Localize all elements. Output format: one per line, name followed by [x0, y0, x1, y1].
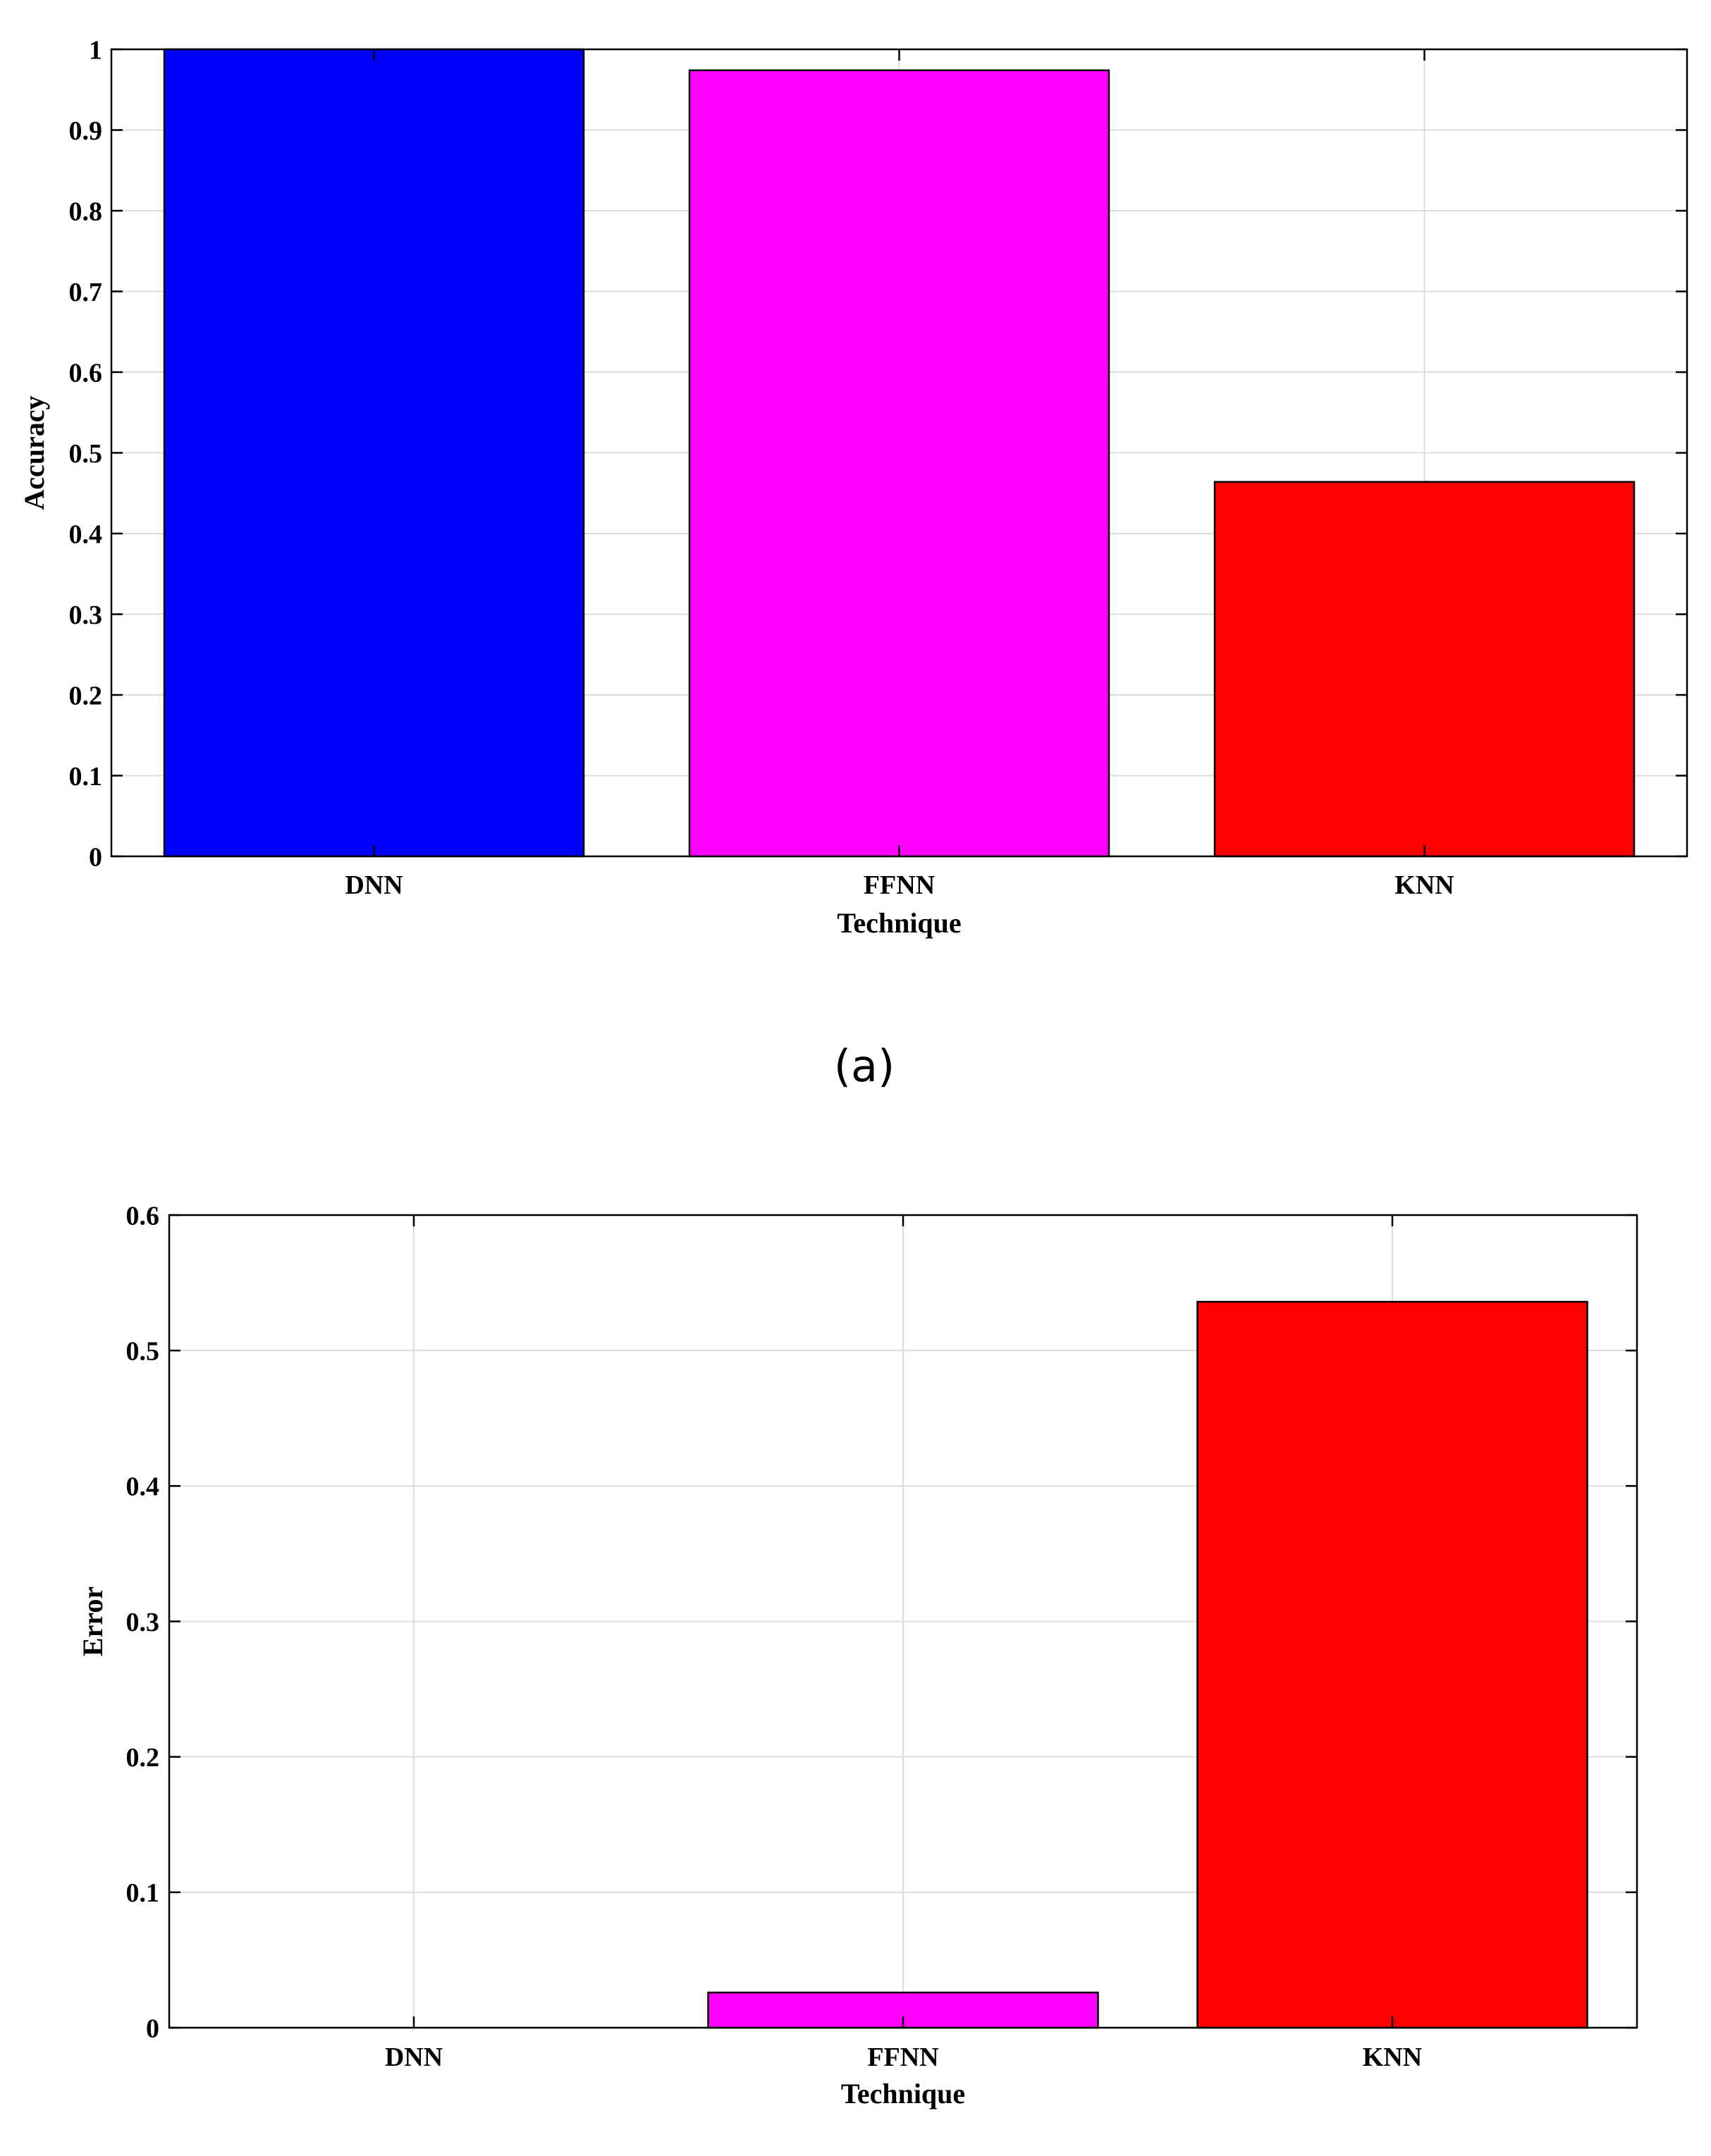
y-tick-label: 0.1: [126, 1878, 160, 1908]
x-tick-label-ffnn: FFNN: [867, 2043, 938, 2072]
figure-a-caption: (a): [834, 1040, 895, 1092]
x-tick-label-dnn: DNN: [385, 2043, 443, 2072]
y-axis-label: Accuracy: [18, 395, 50, 510]
y-axis-label: Error: [77, 1587, 109, 1656]
y-tick-label: 0: [146, 2014, 159, 2043]
x-tick-label-dnn: DNN: [345, 870, 403, 900]
y-tick-label: 0.4: [69, 519, 103, 549]
y-tick-label: 1: [89, 35, 102, 65]
bar-dnn: [163, 48, 585, 858]
x-axis-label: Technique: [837, 907, 961, 939]
y-tick-label: 0.6: [126, 1201, 160, 1231]
y-tick-label: 0.6: [69, 358, 103, 388]
y-tick-label: 0.7: [69, 278, 103, 307]
y-tick-label: 0.2: [126, 1743, 160, 1773]
bar-knn: [1213, 481, 1636, 858]
y-tick-label: 0: [89, 842, 102, 872]
x-axis-label: Technique: [841, 2078, 965, 2109]
x-tick-label-ffnn: FFNN: [864, 870, 935, 900]
y-tick-label: 0.3: [69, 600, 103, 630]
y-tick-label: 0.5: [126, 1336, 160, 1366]
y-tick-label: 0.3: [126, 1608, 160, 1637]
y-tick-label: 0.8: [69, 197, 103, 226]
y-tick-label: 0.4: [126, 1472, 160, 1502]
y-tick-label: 0.5: [69, 439, 103, 469]
x-tick-label-knn: KNN: [1394, 870, 1454, 900]
accuracy-bar-chart: 0 0.1 0.2 0.3 0.4 0.5 0.6 0.7 0.8 0.9 1 DNN FFNN KNN T…: [18, 35, 1688, 939]
y-tick-label: 0.2: [69, 681, 103, 710]
x-tick-label-knn: KNN: [1363, 2043, 1422, 2072]
y-tick-label: 0.1: [69, 762, 103, 791]
y-tick-label: 0.9: [69, 116, 103, 146]
bar-ffnn: [688, 69, 1110, 858]
bar-knn: [1196, 1300, 1588, 2029]
